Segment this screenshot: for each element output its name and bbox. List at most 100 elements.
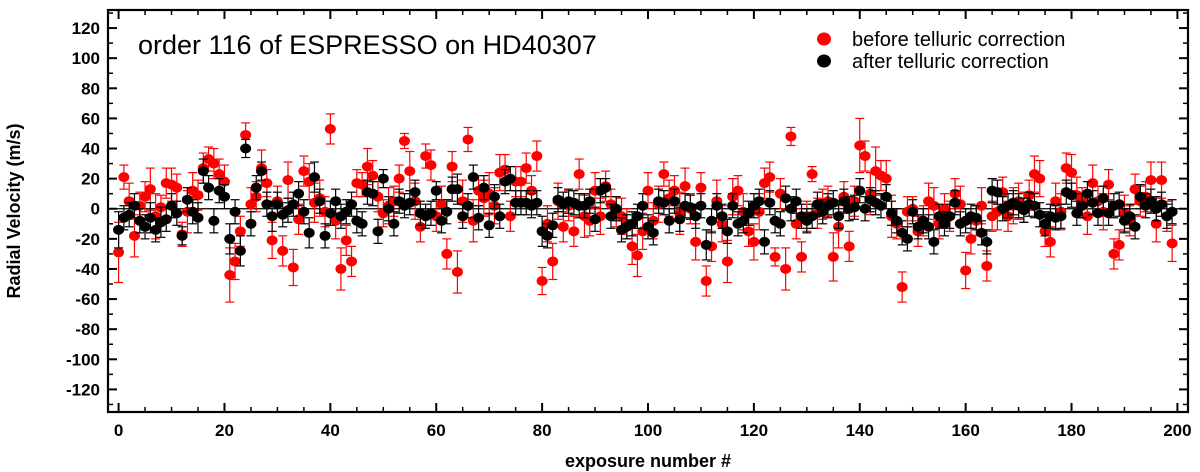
data-point bbox=[150, 224, 162, 235]
data-point bbox=[266, 211, 278, 222]
data-point bbox=[631, 211, 643, 222]
data-point bbox=[1055, 211, 1067, 222]
data-point bbox=[981, 260, 993, 271]
data-point bbox=[721, 226, 733, 237]
x-tick-label: 40 bbox=[321, 421, 340, 440]
x-axis-title: exposure number # bbox=[565, 451, 731, 471]
data-point bbox=[229, 256, 241, 267]
data-point bbox=[854, 185, 866, 196]
data-point bbox=[1103, 208, 1115, 219]
data-point bbox=[298, 206, 310, 217]
x-tick-label: 100 bbox=[634, 421, 662, 440]
data-point bbox=[520, 163, 532, 174]
data-point bbox=[991, 187, 1003, 198]
data-point bbox=[1145, 196, 1157, 207]
data-point bbox=[668, 196, 680, 207]
x-tick-label: 20 bbox=[215, 421, 234, 440]
data-point bbox=[197, 166, 209, 177]
data-point bbox=[113, 224, 125, 235]
data-point bbox=[690, 211, 702, 222]
x-tick-label: 200 bbox=[1163, 421, 1191, 440]
data-point bbox=[901, 233, 913, 244]
data-point bbox=[404, 166, 416, 177]
data-point bbox=[933, 211, 945, 222]
data-point bbox=[166, 200, 178, 211]
data-point bbox=[1081, 211, 1093, 222]
data-point bbox=[536, 276, 548, 287]
data-point bbox=[859, 151, 871, 162]
data-point bbox=[361, 161, 373, 172]
data-point bbox=[441, 206, 453, 217]
data-point bbox=[896, 282, 908, 293]
data-point bbox=[737, 215, 749, 226]
data-point bbox=[960, 265, 972, 276]
data-point bbox=[785, 131, 797, 142]
data-point bbox=[753, 196, 765, 207]
data-point bbox=[838, 196, 850, 207]
data-point bbox=[346, 256, 358, 267]
data-point bbox=[335, 263, 347, 274]
data-point bbox=[674, 214, 686, 225]
y-tick-label: -120 bbox=[66, 380, 100, 399]
data-point bbox=[626, 218, 638, 229]
data-point bbox=[806, 211, 818, 222]
data-point bbox=[308, 172, 320, 183]
data-point bbox=[245, 199, 257, 210]
data-point bbox=[780, 263, 792, 274]
data-point bbox=[1145, 175, 1157, 186]
data-point bbox=[388, 218, 400, 229]
series-group bbox=[113, 113, 1178, 303]
data-point bbox=[679, 181, 691, 192]
data-point bbox=[467, 172, 479, 183]
y-tick-label: -20 bbox=[75, 230, 100, 249]
data-point bbox=[446, 161, 458, 172]
data-point bbox=[938, 218, 950, 229]
data-point bbox=[118, 172, 130, 183]
data-point bbox=[891, 215, 903, 226]
data-point bbox=[811, 199, 823, 210]
data-point bbox=[743, 226, 755, 237]
data-point bbox=[663, 215, 675, 226]
legend-label: after telluric correction bbox=[852, 51, 1049, 73]
data-point bbox=[393, 173, 405, 184]
y-tick-label: -40 bbox=[75, 260, 100, 279]
data-point bbox=[473, 212, 485, 223]
data-point bbox=[245, 218, 257, 229]
data-point bbox=[1071, 208, 1083, 219]
data-point bbox=[700, 276, 712, 287]
x-tick-label: 0 bbox=[114, 421, 123, 440]
y-tick-label: 100 bbox=[72, 49, 100, 68]
data-point bbox=[208, 215, 220, 226]
data-point bbox=[504, 211, 516, 222]
data-point bbox=[367, 170, 379, 181]
data-point bbox=[568, 226, 580, 237]
data-point bbox=[547, 256, 559, 267]
data-point bbox=[192, 190, 204, 201]
data-point bbox=[234, 245, 246, 256]
data-point bbox=[700, 239, 712, 250]
data-point bbox=[372, 226, 384, 237]
data-point bbox=[658, 169, 670, 180]
legend-marker bbox=[817, 54, 831, 68]
data-point bbox=[271, 199, 283, 210]
data-point bbox=[843, 241, 855, 252]
x-tick-label: 60 bbox=[427, 421, 446, 440]
data-point bbox=[483, 220, 495, 231]
y-tick-label: 0 bbox=[91, 200, 100, 219]
data-point bbox=[478, 182, 490, 193]
data-point bbox=[303, 227, 315, 238]
data-point bbox=[616, 211, 628, 222]
data-point bbox=[213, 169, 225, 180]
y-tick-label: 60 bbox=[81, 109, 100, 128]
data-point bbox=[404, 197, 416, 208]
data-point bbox=[928, 236, 940, 247]
data-point bbox=[626, 241, 638, 252]
data-point bbox=[827, 251, 839, 262]
data-point bbox=[748, 236, 760, 247]
data-point bbox=[462, 200, 474, 211]
y-tick-label: 80 bbox=[81, 79, 100, 98]
data-point bbox=[314, 196, 326, 207]
data-point bbox=[727, 200, 739, 211]
data-point bbox=[637, 200, 649, 211]
data-point bbox=[340, 235, 352, 246]
